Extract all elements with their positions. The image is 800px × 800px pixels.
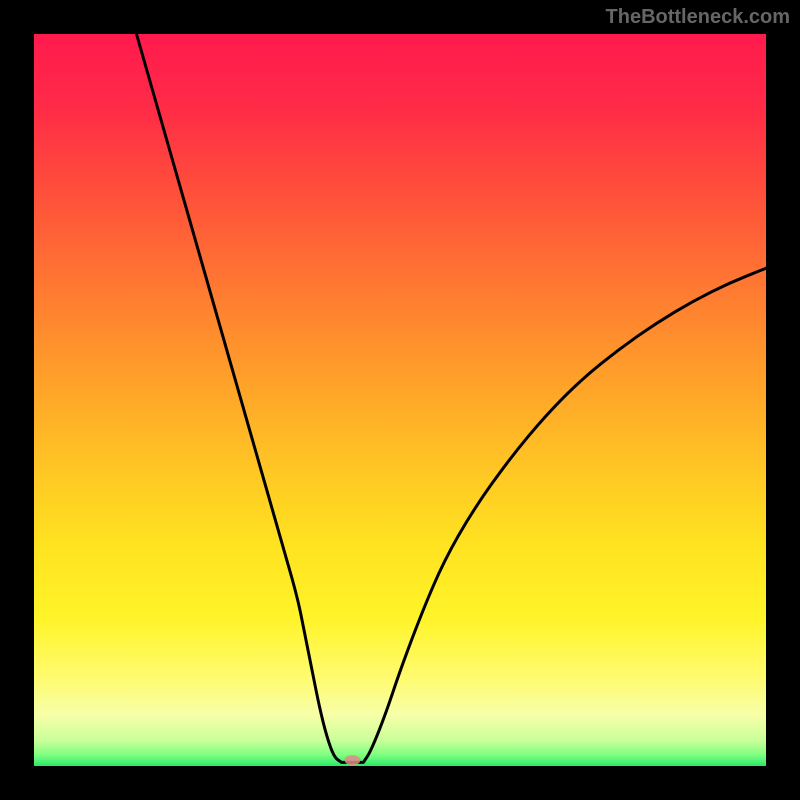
- chart-outer-frame: TheBottleneck.com: [0, 0, 800, 800]
- bottleneck-chart-svg: [34, 34, 766, 766]
- gradient-background: [34, 34, 766, 766]
- watermark-label: TheBottleneck.com: [606, 6, 790, 29]
- optimal-marker: [344, 755, 360, 765]
